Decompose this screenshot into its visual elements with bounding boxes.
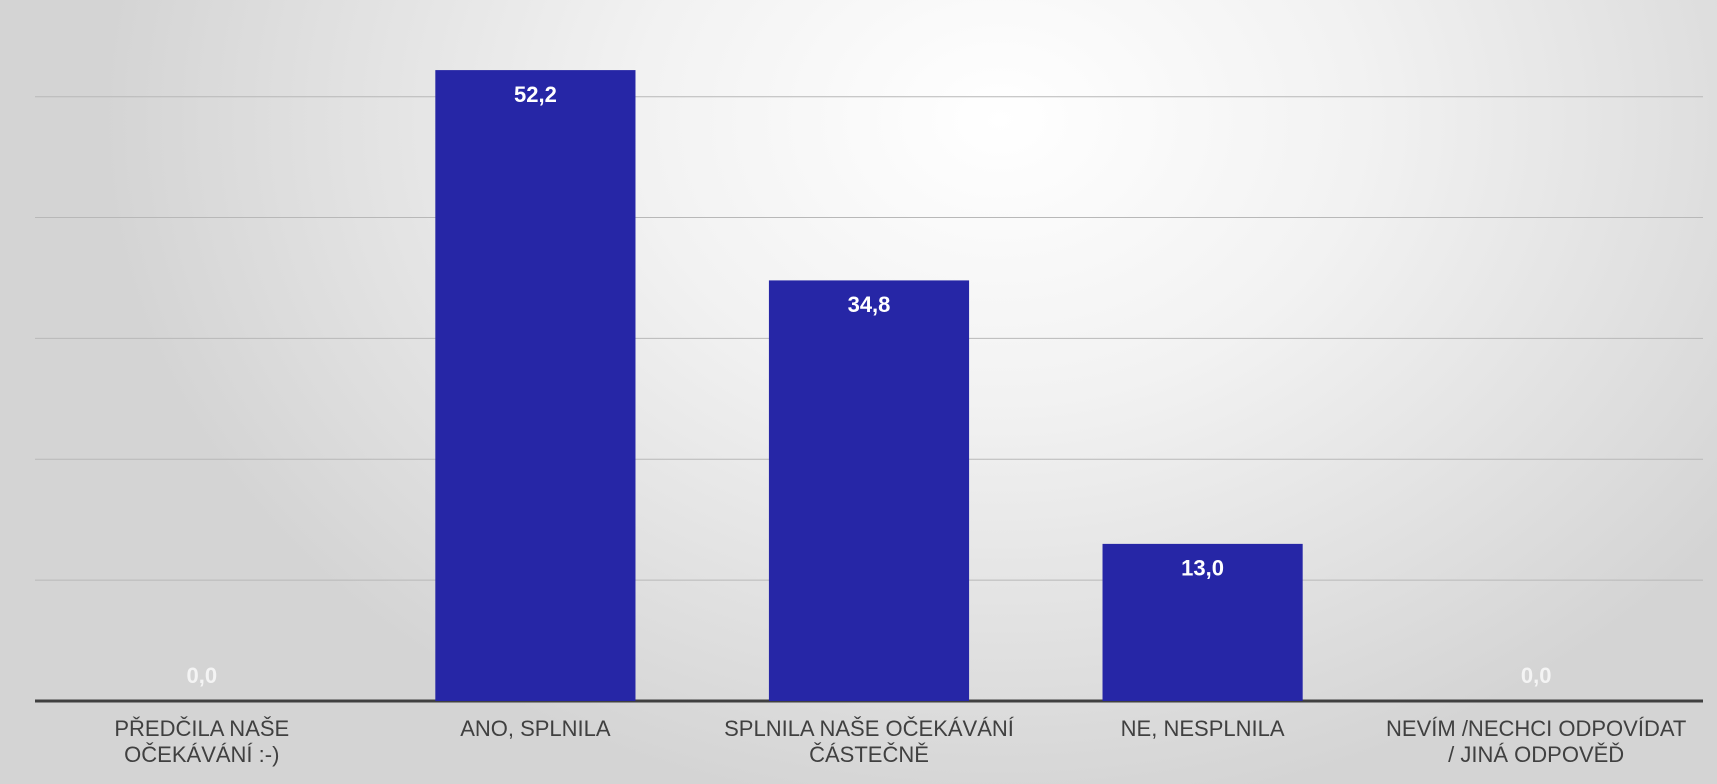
x-tick-label: NEVÍM /NECHCI ODPOVÍDAT / JINÁ ODPOVĚĎ <box>1386 716 1687 767</box>
bar <box>435 70 636 702</box>
value-label: 0,0 <box>1521 663 1552 688</box>
value-label: 52,2 <box>514 82 557 107</box>
x-tick-label: ANO, SPLNILA <box>460 716 611 741</box>
value-label: 13,0 <box>1181 556 1224 581</box>
value-label: 0,0 <box>187 663 218 688</box>
x-tick-label: SPLNILA NAŠE OČEKÁVÁNÍ ČÁSTEČNĚ <box>724 716 1014 767</box>
x-tick-label: NE, NESPLNILA <box>1120 716 1285 741</box>
bar <box>1102 543 1303 701</box>
bar <box>768 280 970 701</box>
value-label: 34,8 <box>848 292 891 317</box>
x-tick-label: PŘEDČILA NAŠE OČEKÁVÁNÍ :-) <box>114 716 290 767</box>
